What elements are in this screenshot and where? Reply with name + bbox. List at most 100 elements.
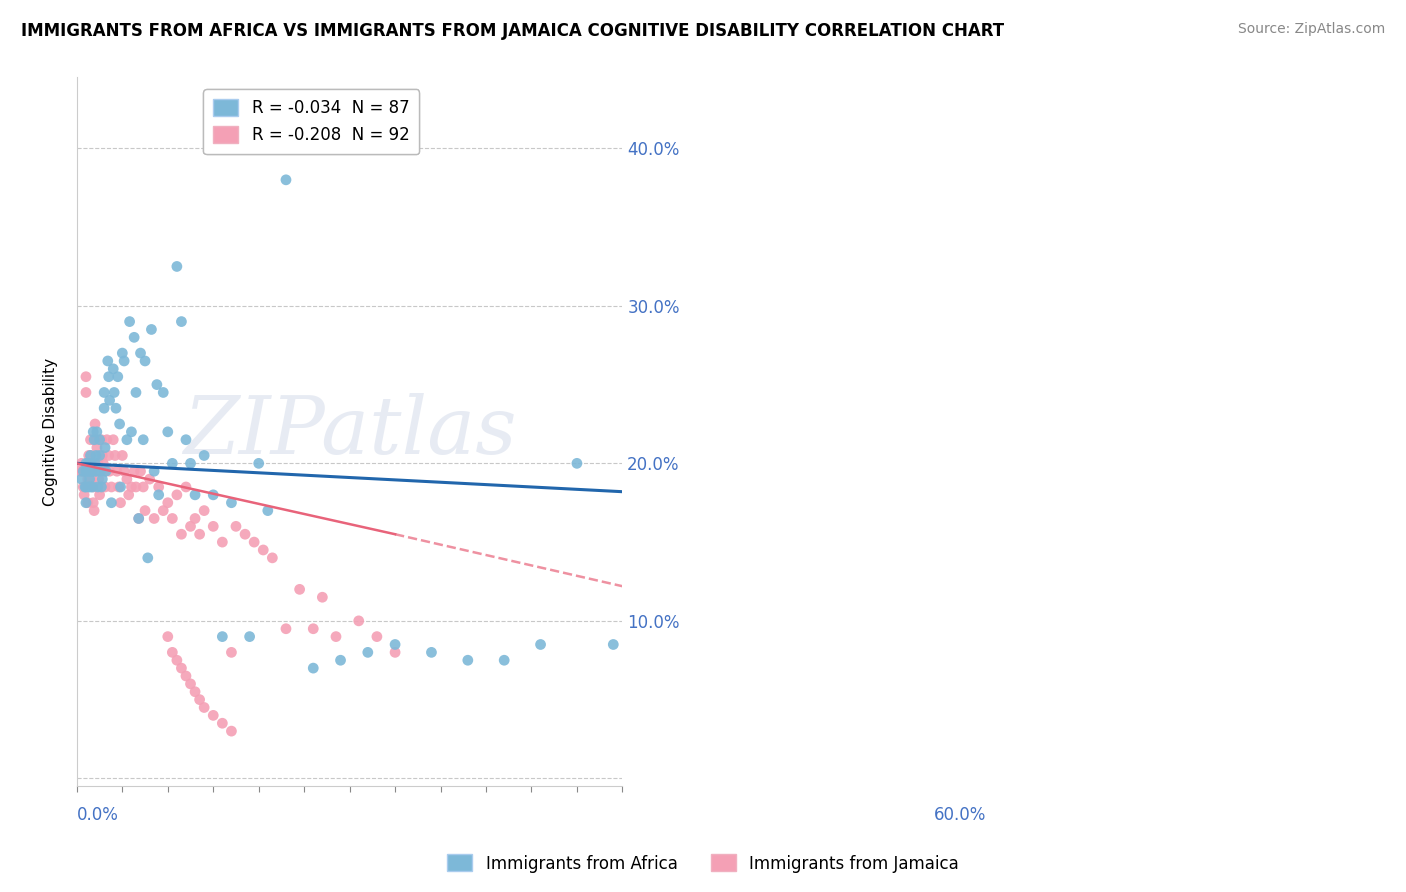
Point [128, 511, 150, 525]
Point [366, 630, 388, 644]
Point [134, 503, 156, 517]
Point [110, 496, 132, 510]
Point [247, 456, 270, 470]
Point [105, 464, 128, 478]
Point [84, 417, 107, 431]
Point [180, 456, 202, 470]
Point [91, 456, 114, 470]
Point [156, 496, 179, 510]
Point [111, 449, 134, 463]
Point [143, 511, 166, 525]
Point [125, 480, 148, 494]
Point [69, 464, 91, 478]
Point [243, 535, 266, 549]
Point [107, 480, 129, 494]
Point [80, 456, 103, 470]
Point [82, 480, 104, 494]
Point [174, 669, 197, 683]
Point [91, 449, 114, 463]
Point [72, 480, 94, 494]
Point [75, 480, 97, 494]
Point [118, 315, 141, 329]
Point [91, 472, 114, 486]
Point [79, 449, 101, 463]
Point [97, 449, 120, 463]
Point [98, 393, 121, 408]
Point [174, 433, 197, 447]
Point [93, 401, 115, 416]
Point [274, 622, 297, 636]
Point [90, 480, 112, 494]
Point [89, 488, 111, 502]
Point [75, 369, 97, 384]
Point [202, 708, 225, 723]
Point [125, 385, 148, 400]
Point [94, 464, 117, 478]
Point [76, 464, 98, 478]
Point [262, 550, 284, 565]
Point [76, 456, 98, 470]
Point [75, 464, 97, 478]
Point [457, 653, 479, 667]
Point [180, 677, 202, 691]
Point [420, 645, 443, 659]
Point [162, 645, 184, 659]
Point [98, 464, 121, 478]
Point [89, 464, 111, 478]
Point [97, 369, 120, 384]
Point [347, 614, 370, 628]
Point [75, 385, 97, 400]
Point [166, 488, 188, 502]
Point [188, 527, 211, 541]
Point [170, 661, 193, 675]
Point [83, 503, 105, 517]
Point [73, 464, 96, 478]
Point [193, 449, 215, 463]
Point [252, 543, 274, 558]
Text: ZIPatlas: ZIPatlas [183, 393, 516, 471]
Point [82, 464, 104, 478]
Point [72, 464, 94, 478]
Point [93, 385, 115, 400]
Point [529, 638, 551, 652]
Point [184, 684, 207, 698]
Point [87, 472, 110, 486]
Point [84, 456, 107, 470]
Point [221, 496, 243, 510]
Point [180, 519, 202, 533]
Legend: R = -0.034  N = 87, R = -0.208  N = 92: R = -0.034 N = 87, R = -0.208 N = 92 [204, 89, 419, 154]
Point [302, 622, 325, 636]
Point [77, 449, 100, 463]
Point [73, 480, 96, 494]
Point [325, 630, 347, 644]
Point [100, 480, 122, 494]
Point [76, 464, 98, 478]
Point [132, 433, 155, 447]
Point [115, 433, 138, 447]
Point [93, 464, 115, 478]
Point [70, 456, 93, 470]
Point [129, 346, 152, 360]
Point [170, 315, 193, 329]
Point [86, 441, 108, 455]
Point [112, 464, 135, 478]
Point [239, 630, 262, 644]
Point [141, 322, 163, 336]
Point [202, 488, 225, 502]
Y-axis label: Cognitive Disability: Cognitive Disability [44, 358, 58, 506]
Point [94, 441, 117, 455]
Text: 60.0%: 60.0% [934, 806, 986, 824]
Point [75, 456, 97, 470]
Point [94, 480, 117, 494]
Point [73, 488, 96, 502]
Point [184, 488, 207, 502]
Point [166, 260, 188, 274]
Point [77, 480, 100, 494]
Point [79, 449, 101, 463]
Point [87, 480, 110, 494]
Point [202, 519, 225, 533]
Point [128, 511, 150, 525]
Point [112, 354, 135, 368]
Point [79, 480, 101, 494]
Point [602, 638, 624, 652]
